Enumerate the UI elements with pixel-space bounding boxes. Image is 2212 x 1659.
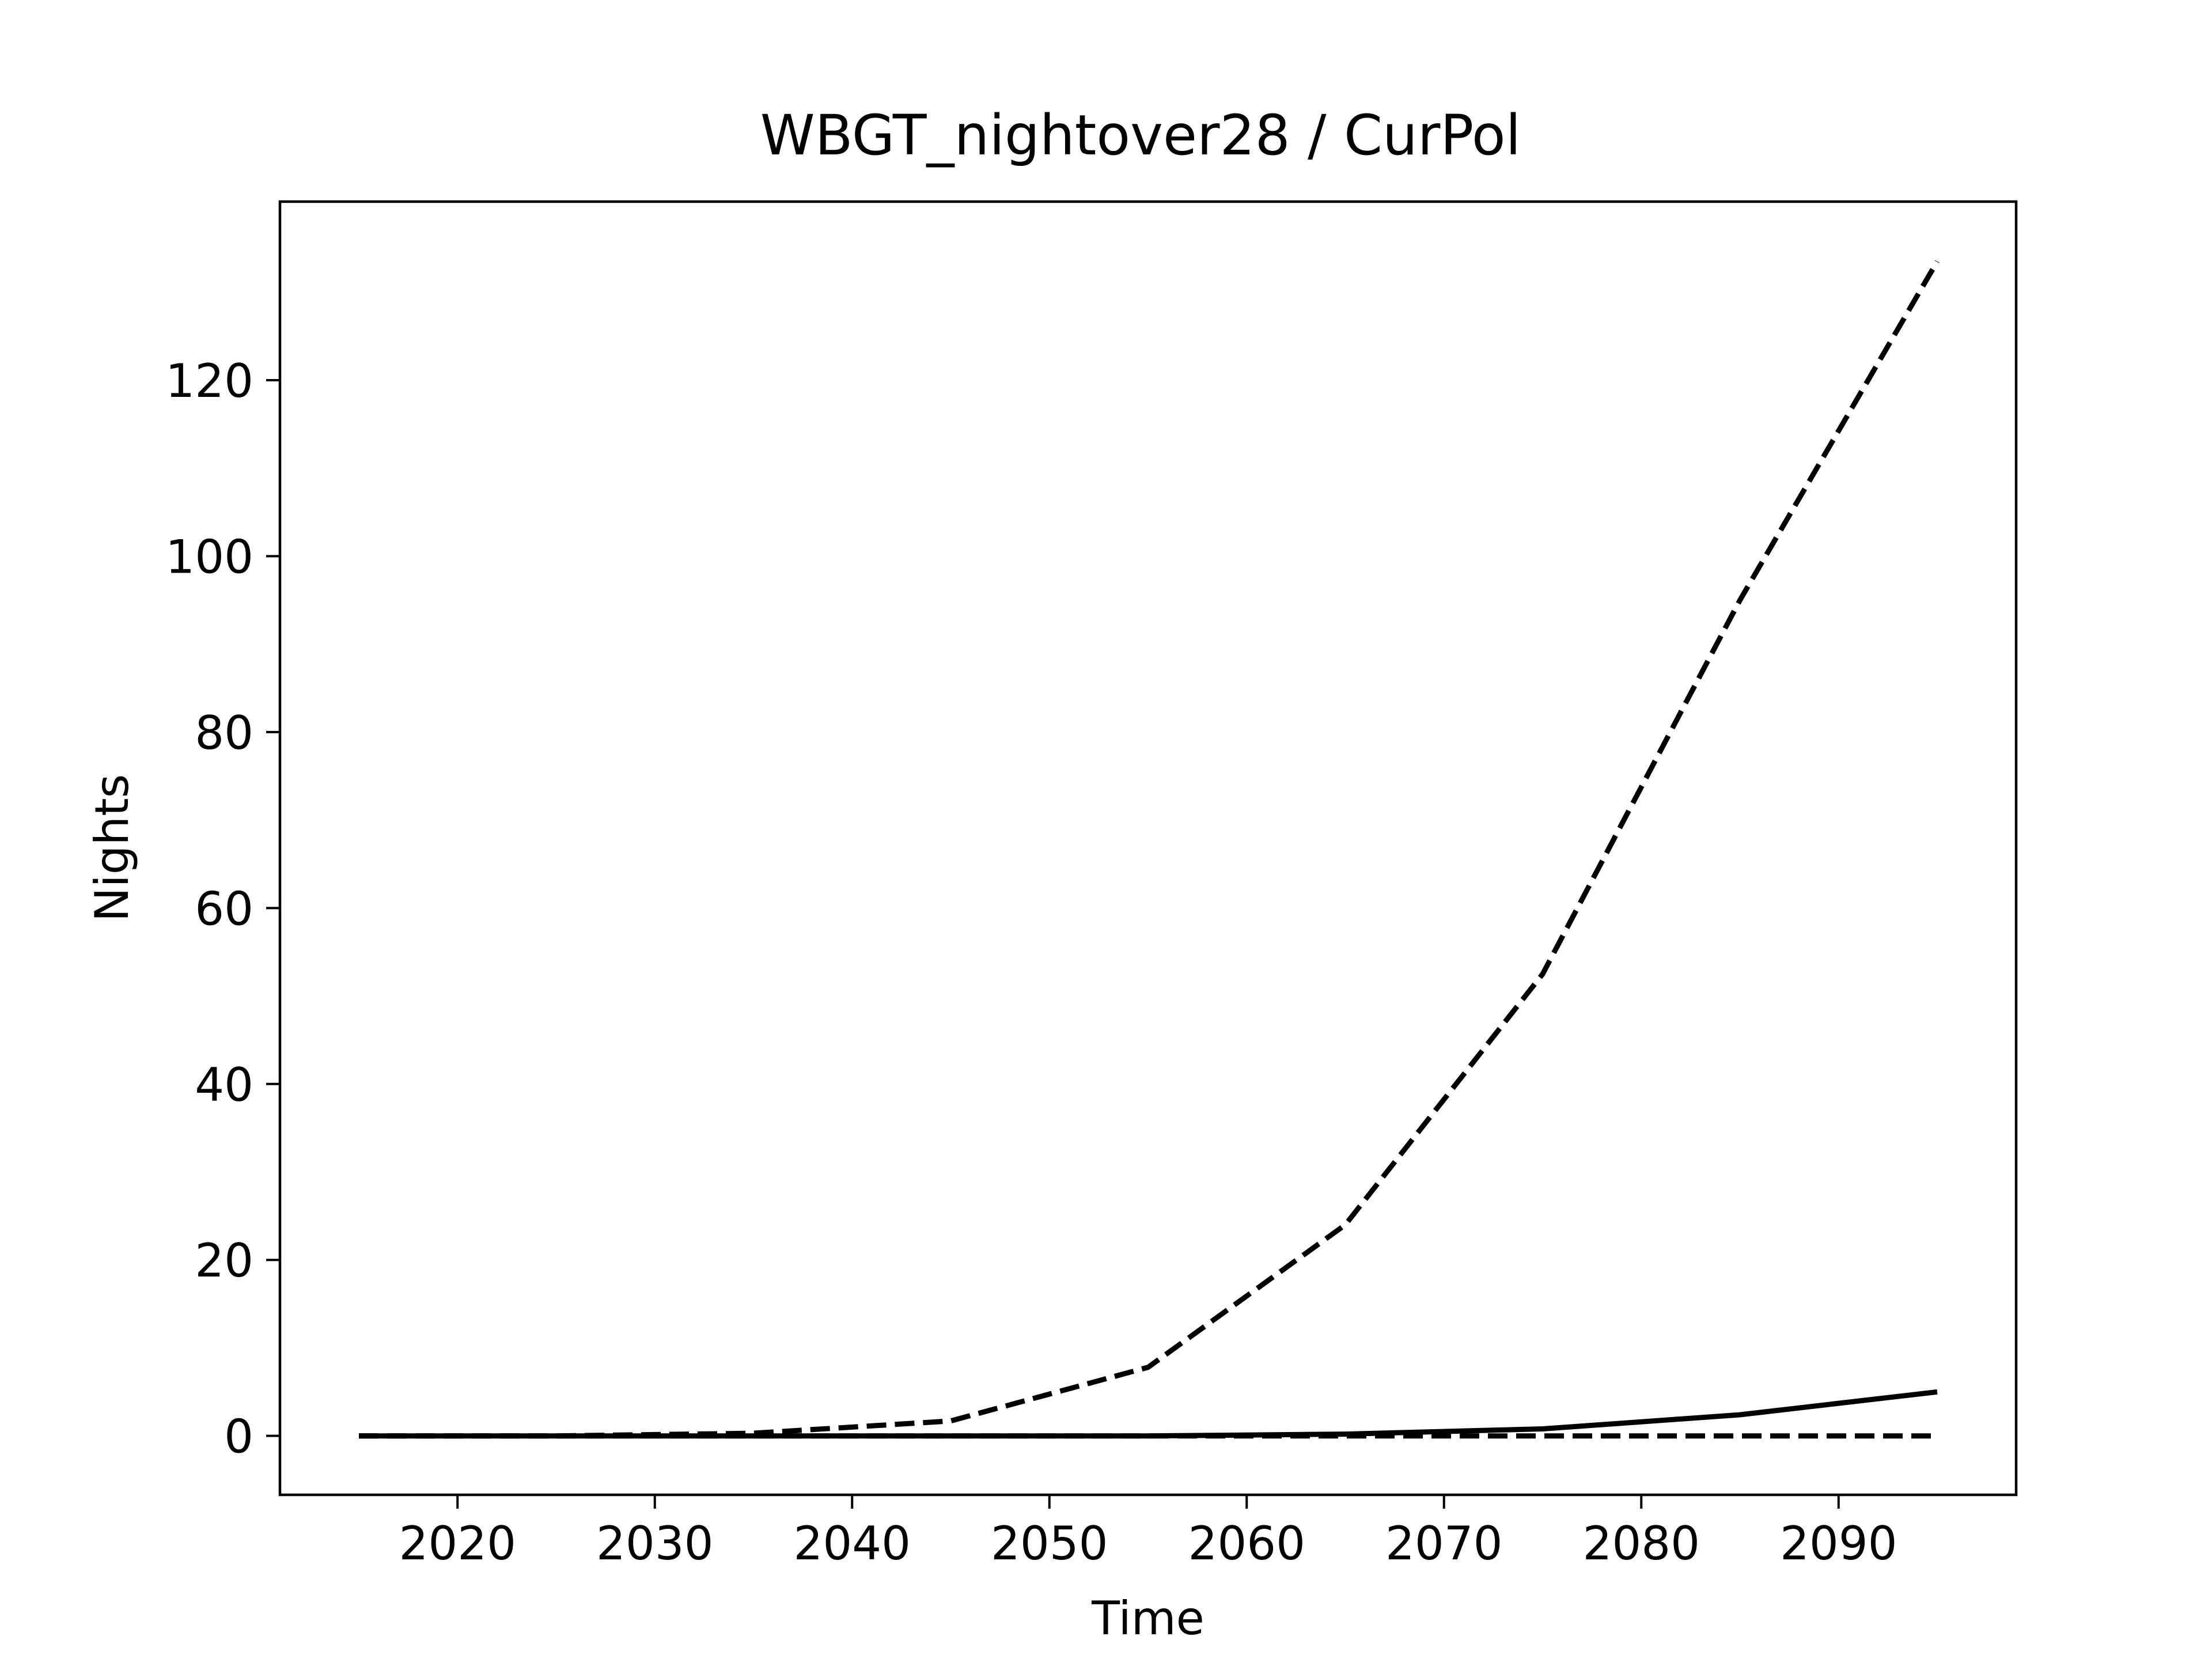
x-tick-label: 2030 xyxy=(596,1517,714,1570)
y-tick-label: 60 xyxy=(195,882,253,935)
x-tick-label: 2050 xyxy=(991,1517,1108,1570)
x-tick-label: 2080 xyxy=(1582,1517,1700,1570)
x-axis: 2020 2030 2040 2050 2060 2070 2080 2090 xyxy=(399,1495,1897,1570)
y-tick-label: 100 xyxy=(165,530,253,584)
x-axis-title: Time xyxy=(1091,1592,1205,1645)
y-tick-label: 40 xyxy=(195,1058,253,1112)
x-tick-label: 2090 xyxy=(1780,1517,1897,1570)
y-tick-label: 80 xyxy=(195,706,253,760)
series-line-2 xyxy=(359,1389,1938,1439)
series-layer xyxy=(359,260,1940,1439)
y-axis: 0 20 40 60 80 100 120 xyxy=(165,354,280,1464)
x-tick-label: 2070 xyxy=(1385,1517,1503,1570)
chart-title: WBGT_nightover28 / CurPol xyxy=(760,103,1521,168)
y-tick-label: 120 xyxy=(165,354,253,408)
x-tick-label: 2020 xyxy=(399,1517,516,1570)
series-line-1 xyxy=(359,260,1940,1439)
y-tick-label: 20 xyxy=(195,1234,253,1287)
plot-area-frame xyxy=(278,200,2018,1497)
x-tick-label: 2040 xyxy=(793,1517,911,1570)
y-tick-label: 0 xyxy=(224,1410,253,1464)
x-tick-label: 2060 xyxy=(1188,1517,1305,1570)
y-axis-title: Nights xyxy=(85,774,139,922)
